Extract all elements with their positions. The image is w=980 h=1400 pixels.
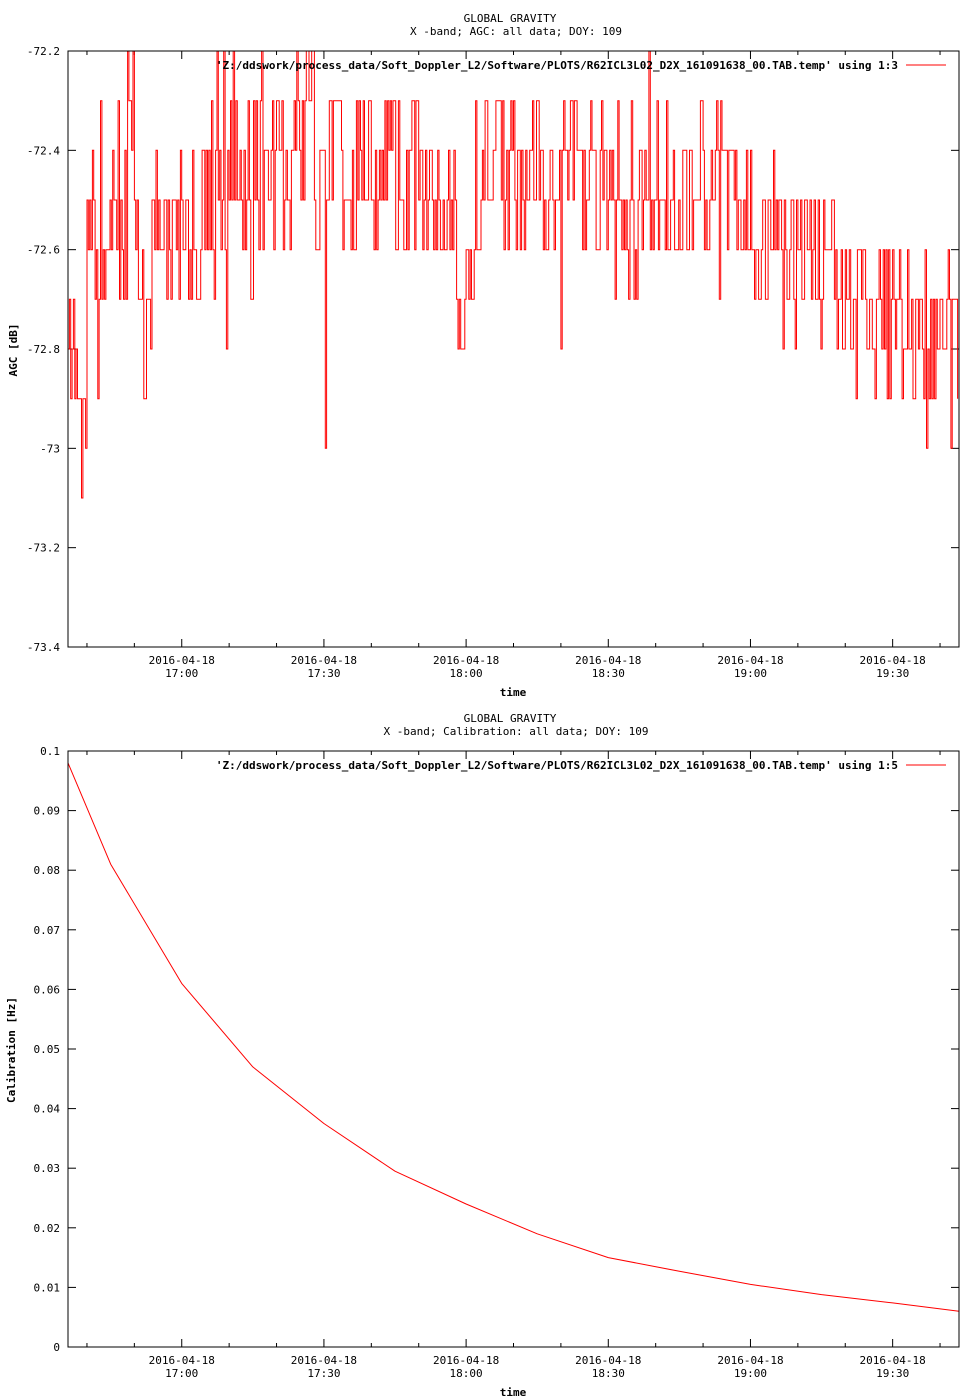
x-tick-label-time: 19:00	[734, 1367, 767, 1380]
y-tick-label: 0.06	[34, 983, 61, 996]
y-axis-label: AGC [dB]	[7, 324, 20, 377]
x-tick-label-time: 18:30	[592, 1367, 625, 1380]
x-tick-label-date: 2016-04-18	[575, 1354, 641, 1367]
y-tick-label: -72.8	[27, 343, 60, 356]
x-tick-label-time: 19:00	[734, 667, 767, 680]
chart-title: GLOBAL GRAVITY	[464, 12, 557, 25]
y-tick-label: -73	[40, 442, 60, 455]
y-tick-label: 0.1	[40, 745, 60, 758]
x-tick-label-time: 18:00	[450, 1367, 483, 1380]
y-tick-label: -72.6	[27, 244, 60, 257]
y-tick-label: 0.02	[34, 1222, 61, 1235]
x-tick-label-date: 2016-04-18	[717, 654, 783, 667]
series-line	[68, 50, 959, 499]
series-line	[67, 762, 960, 1312]
y-tick-label: 0	[53, 1341, 60, 1354]
x-tick-label-time: 17:00	[165, 667, 198, 680]
y-tick-label: 0.05	[34, 1043, 61, 1056]
y-axis: -72.2 -72.4 -72.6 -72.8 -73 -73.2 -73.4	[27, 45, 959, 654]
x-tick-label-time: 17:00	[165, 1367, 198, 1380]
y-tick-label: 0.01	[34, 1281, 61, 1294]
plot-frame	[67, 50, 960, 648]
y-tick-label: -73.4	[27, 641, 60, 654]
series-agc	[68, 50, 959, 499]
legend: 'Z:/ddswork/process_data/Soft_Doppler_L2…	[216, 59, 946, 72]
chart-subtitle: X -band; Calibration: all data; DOY: 109	[384, 725, 649, 738]
calibration-chart: GLOBAL GRAVITY X -band; Calibration: all…	[5, 712, 960, 1399]
x-tick-label-time: 18:30	[592, 667, 625, 680]
x-tick-label-date: 2016-04-18	[860, 654, 926, 667]
x-tick-label-date: 2016-04-18	[433, 654, 499, 667]
y-tick-label: -72.2	[27, 45, 60, 58]
y-axis-label: Calibration [Hz]	[5, 997, 18, 1103]
chart-title: GLOBAL GRAVITY	[464, 712, 557, 725]
y-tick-label: -72.4	[27, 144, 60, 157]
x-tick-label-time: 19:30	[876, 667, 909, 680]
plot-frame	[67, 750, 960, 1348]
y-tick-label: 0.07	[34, 924, 61, 937]
x-axis: 2016-04-1817:002016-04-1817:302016-04-18…	[86, 51, 941, 680]
agc-chart: GLOBAL GRAVITY X -band; AGC: all data; D…	[7, 12, 960, 699]
x-tick-label-date: 2016-04-18	[291, 1354, 357, 1367]
x-tick-label-date: 2016-04-18	[433, 1354, 499, 1367]
x-axis-label: time	[500, 1386, 527, 1399]
x-tick-label-time: 17:30	[307, 667, 340, 680]
y-tick-label: -73.2	[27, 542, 60, 555]
x-tick-label-date: 2016-04-18	[291, 654, 357, 667]
x-tick-label-time: 17:30	[307, 1367, 340, 1380]
x-tick-label-time: 19:30	[876, 1367, 909, 1380]
x-axis: 2016-04-1817:002016-04-1817:302016-04-18…	[86, 751, 941, 1380]
x-tick-label-date: 2016-04-18	[575, 654, 641, 667]
chart-subtitle: X -band; AGC: all data; DOY: 109	[410, 25, 622, 38]
series-calibration	[67, 762, 960, 1312]
x-tick-label-date: 2016-04-18	[717, 1354, 783, 1367]
y-tick-label: 0.09	[34, 805, 61, 818]
x-tick-label-date: 2016-04-18	[149, 1354, 215, 1367]
x-tick-label-date: 2016-04-18	[860, 1354, 926, 1367]
x-tick-label-time: 18:00	[450, 667, 483, 680]
legend-label: 'Z:/ddswork/process_data/Soft_Doppler_L2…	[216, 59, 898, 72]
x-axis-label: time	[500, 686, 527, 699]
y-tick-label: 0.08	[34, 864, 61, 877]
y-tick-label: 0.04	[34, 1103, 61, 1116]
legend: 'Z:/ddswork/process_data/Soft_Doppler_L2…	[216, 759, 946, 772]
x-tick-label-date: 2016-04-18	[149, 654, 215, 667]
y-tick-label: 0.03	[34, 1162, 61, 1175]
y-axis: 0.1 0.09 0.08 0.07 0.06 0.05 0.04 0.03 0.02 0.01 0	[34, 745, 959, 1354]
legend-label: 'Z:/ddswork/process_data/Soft_Doppler_L2…	[216, 759, 898, 772]
